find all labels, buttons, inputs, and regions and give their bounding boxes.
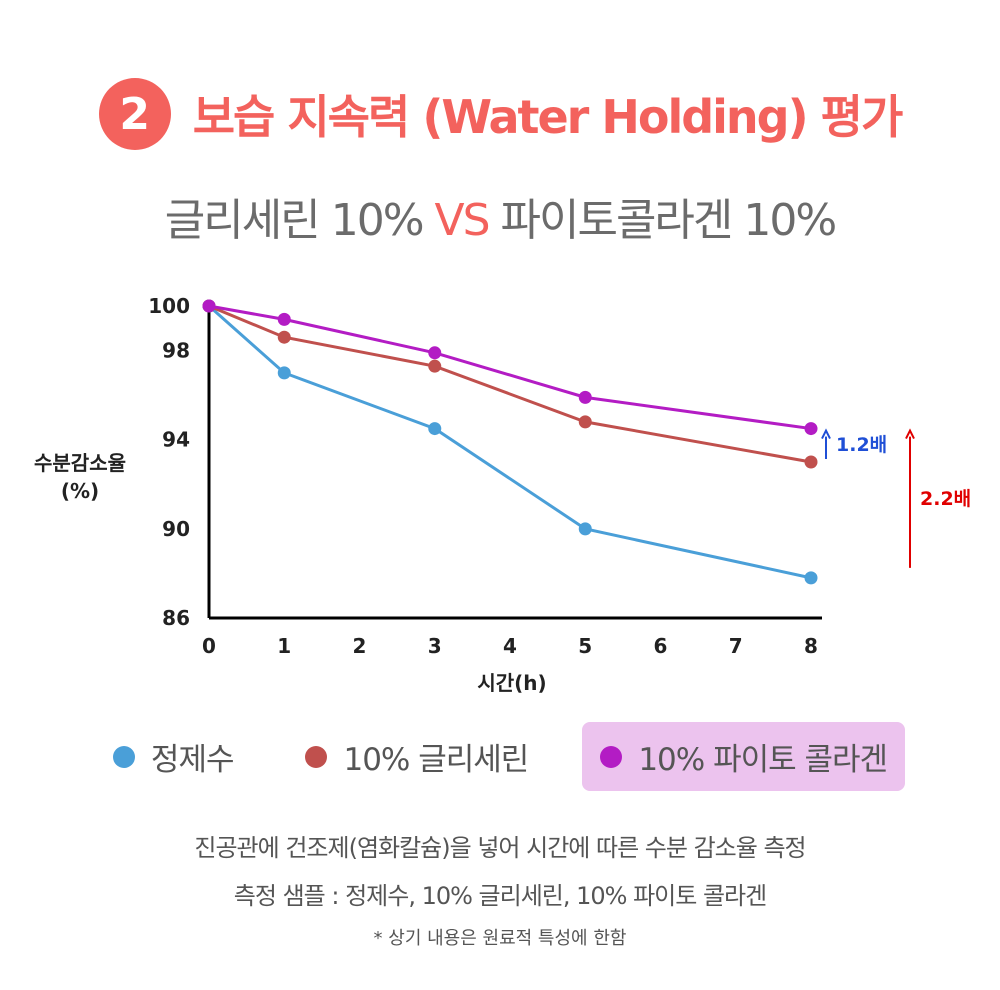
page-subtitle: 글리세린 10% VS 파이토콜라겐 10% — [0, 184, 1000, 248]
x-tick-label: 8 — [804, 634, 818, 658]
legend-label: 10% 글리세린 — [343, 742, 529, 778]
y-tick-label: 94 — [162, 428, 190, 452]
step-badge: 2 — [98, 78, 171, 150]
x-tick-label: 6 — [654, 634, 668, 658]
x-tick-label: 2 — [353, 634, 367, 658]
y-tick-label: 90 — [162, 517, 190, 541]
y-tick-label: 86 — [162, 606, 190, 630]
x-tick-label: 5 — [578, 634, 592, 658]
x-tick-label: 7 — [729, 634, 743, 658]
y-tick-label: 100 — [148, 294, 190, 318]
legend-label: 10% 파이토 콜라겐 — [638, 742, 888, 778]
legend-marker-icon — [112, 745, 135, 768]
footer-samples: 측정 샘플 : 정제수, 10% 글리세린, 10% 파이토 콜라겐 — [233, 882, 767, 910]
data-point — [804, 422, 818, 436]
legend-item: 정제수 — [95, 722, 252, 791]
page-title: 보습 지속력 (Water Holding) 평가 — [192, 90, 904, 144]
data-point — [804, 571, 818, 585]
data-point — [578, 522, 592, 536]
title-row: 2 보습 지속력 (Water Holding) 평가 — [0, 78, 1000, 150]
subtitle-vs: VS — [434, 195, 491, 246]
subtitle-left: 글리세린 10% — [164, 195, 435, 246]
footer: 진공관에 건조제(염화칼슘)을 넣어 시간에 따른 수분 감소율 측정 측정 샘… — [0, 828, 1000, 950]
ratio-arrow-head — [821, 428, 831, 440]
y-axis-label: 수분감소율 — [34, 451, 126, 475]
data-point — [277, 330, 291, 344]
legend-label: 정제수 — [150, 742, 235, 778]
series-line-1 — [208, 304, 812, 580]
legend-marker-icon — [600, 745, 623, 768]
y-axis-label: (%) — [61, 479, 99, 503]
data-point — [202, 299, 216, 313]
x-tick-label: 1 — [277, 634, 291, 658]
y-tick-label: 98 — [162, 339, 190, 363]
legend-item: 10% 파이토 콜라겐 — [582, 722, 906, 791]
legend-item: 10% 글리세린 — [287, 722, 546, 791]
ratio-label: 1.2배 — [836, 434, 887, 456]
data-point — [277, 312, 291, 326]
chart-legend: 정제수 10% 글리세린 10% 파이토 콜라겐 — [0, 722, 1000, 791]
data-point — [428, 359, 442, 373]
x-tick-label: 0 — [202, 634, 216, 658]
series-line-2 — [208, 304, 812, 464]
ratio-arrow-head — [905, 428, 915, 440]
x-axis-label: 시간(h) — [477, 671, 546, 695]
footer-method: 진공관에 건조제(염화칼슘)을 넣어 시간에 따른 수분 감소율 측정 — [194, 834, 806, 862]
data-point — [804, 455, 818, 469]
data-point — [578, 415, 592, 429]
series-line-3 — [208, 304, 812, 431]
legend-marker-icon — [305, 745, 328, 768]
x-tick-label: 4 — [503, 634, 517, 658]
line-chart: 100 98 94 90 86 0 1 2 3 4 5 6 7 8 수분감소율 (%) 시간(h) 1.2배 2.2… — [34, 294, 971, 695]
data-point — [428, 346, 442, 360]
data-point — [277, 366, 291, 380]
ratio-label: 2.2배 — [920, 488, 971, 510]
header: 2 보습 지속력 (Water Holding) 평가 글리세린 10% VS … — [0, 78, 1000, 248]
data-point — [578, 390, 592, 404]
footer-note: * 상기 내용은 원료적 특성에 한함 — [373, 928, 627, 949]
x-tick-label: 3 — [428, 634, 442, 658]
data-point — [428, 422, 442, 436]
subtitle-right: 파이토콜라겐 10% — [488, 195, 838, 246]
